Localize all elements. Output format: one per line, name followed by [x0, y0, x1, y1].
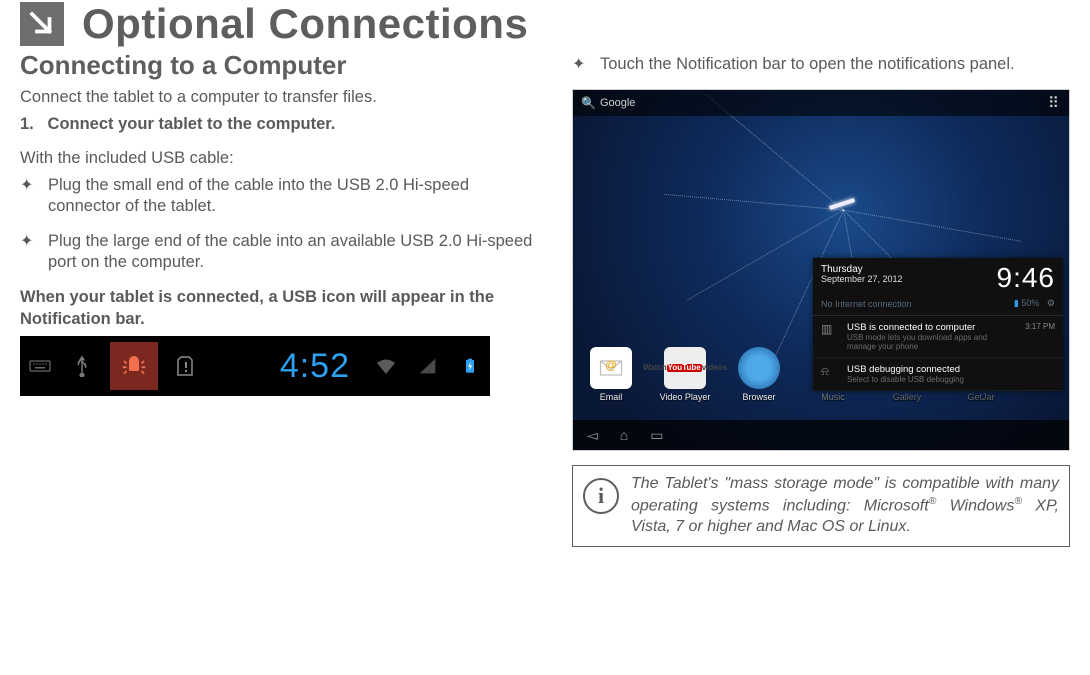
battery-status: ▮ 50% ⚙: [1014, 298, 1055, 309]
bullet-text: Plug the large end of the cable into an …: [48, 231, 540, 273]
home-icon: ⌂: [620, 427, 628, 443]
bullet-text: Plug the small end of the cable into the…: [48, 175, 540, 217]
panel-row-usb: ▥ USB is connected to computer USB mode …: [813, 316, 1063, 358]
row-sub: USB mode lets you download apps and mana…: [847, 333, 1017, 351]
notification-clock: 4:52: [280, 347, 350, 386]
star-bullet-icon: ✦: [572, 54, 600, 75]
svg-text:@: @: [605, 359, 617, 372]
app-label: Video Player: [660, 392, 711, 402]
list-item: ✦ Plug the small end of the cable into t…: [20, 175, 540, 217]
column-left: Connecting to a Computer Connect the tab…: [20, 50, 540, 547]
arrow-down-right-icon: [20, 2, 64, 46]
star-bullet-icon: ✦: [20, 175, 48, 217]
connected-message: When your tablet is connected, a USB ico…: [20, 287, 540, 330]
battery-icon: ▮: [1014, 298, 1019, 308]
page-title: Optional Connections: [82, 0, 528, 48]
step-text: Connect your tablet to the computer.: [48, 115, 336, 133]
panel-row-text: USB is connected to computer USB mode le…: [847, 322, 1017, 351]
usb-intro: With the included USB cable:: [20, 148, 540, 169]
sd-card-icon: ▥: [821, 322, 839, 351]
battery-charging-icon: [456, 352, 484, 380]
tablet-screenshot: 🔍 Google ⠿ @ Email Watch YouTube videos: [572, 89, 1070, 451]
network-status: No Internet connection: [821, 299, 912, 309]
yt-line: videos: [702, 364, 727, 372]
google-search-label: Google: [600, 97, 635, 109]
recents-icon: ▭: [650, 427, 663, 444]
notification-bar-screenshot: 4:52: [20, 336, 490, 396]
app-label: Music: [821, 392, 845, 402]
notification-panel: Thursday September 27, 2012 9:46 No Inte…: [813, 258, 1063, 391]
tablet-status-bar: 🔍 Google ⠿: [573, 90, 1069, 116]
app-email: @ Email: [583, 347, 639, 402]
search-icon: 🔍: [581, 96, 596, 110]
row-title: USB is connected to computer: [847, 322, 1017, 333]
email-icon: @: [590, 347, 632, 389]
android-icon: ⍾: [821, 364, 839, 384]
bullet-text: Touch the Notification bar to open the n…: [600, 54, 1070, 75]
back-icon: ◅: [587, 427, 598, 444]
star-bullet-icon: ✦: [20, 231, 48, 273]
browser-icon: [738, 347, 780, 389]
keyboard-icon: [26, 352, 54, 380]
panel-date: Thursday September 27, 2012: [821, 264, 903, 285]
app-browser: Browser: [731, 347, 787, 402]
apps-grid-icon: ⠿: [1048, 94, 1061, 112]
settings-slider-icon: ⚙: [1047, 298, 1055, 308]
step-1: 1. Connect your tablet to the computer.: [20, 114, 540, 135]
android-nav-bar: ◅ ⌂ ▭: [573, 420, 1069, 450]
panel-row-text: USB debugging connected Select to disabl…: [847, 364, 1055, 384]
sd-card-alert-icon: [172, 352, 200, 380]
row-time: 3:17 PM: [1025, 322, 1055, 351]
usb-icon: [68, 352, 96, 380]
info-icon: i: [583, 478, 619, 514]
app-label: Browser: [742, 392, 775, 402]
row-sub: Select to disable USB debugging: [847, 375, 1055, 384]
row-title: USB debugging connected: [847, 364, 1055, 375]
column-right: ✦ Touch the Notification bar to open the…: [572, 50, 1070, 547]
info-text: The Tablet's "mass storage mode" is comp…: [631, 474, 1059, 538]
list-item: ✦ Plug the large end of the cable into a…: [20, 231, 540, 273]
yt-line: Watch: [643, 364, 667, 372]
wifi-icon: [372, 352, 400, 380]
page-title-row: Optional Connections: [0, 0, 1090, 48]
panel-row-debug: ⍾ USB debugging connected Select to disa…: [813, 358, 1063, 391]
app-video-player: Watch YouTube videos Video Player: [657, 347, 713, 402]
android-debug-icon: [110, 342, 158, 390]
app-label: GetJar: [967, 392, 994, 402]
youtube-icon: Watch YouTube videos: [664, 347, 706, 389]
list-item: ✦ Touch the Notification bar to open the…: [572, 54, 1070, 75]
app-label: Gallery: [893, 392, 922, 402]
panel-status-row: No Internet connection ▮ 50% ⚙: [813, 296, 1063, 316]
intro-text: Connect the tablet to a computer to tran…: [20, 87, 540, 108]
content-columns: Connecting to a Computer Connect the tab…: [0, 50, 1090, 547]
panel-clock: 9:46: [997, 264, 1056, 292]
panel-full-date: September 27, 2012: [821, 275, 903, 285]
step-number: 1.: [20, 115, 34, 133]
panel-header: Thursday September 27, 2012 9:46: [813, 258, 1063, 296]
info-callout: i The Tablet's "mass storage mode" is co…: [572, 465, 1070, 547]
signal-icon: [414, 352, 442, 380]
app-label: Email: [600, 392, 623, 402]
section-heading: Connecting to a Computer: [20, 50, 540, 81]
battery-percent: 50%: [1021, 298, 1039, 308]
yt-line: YouTube: [667, 364, 702, 372]
